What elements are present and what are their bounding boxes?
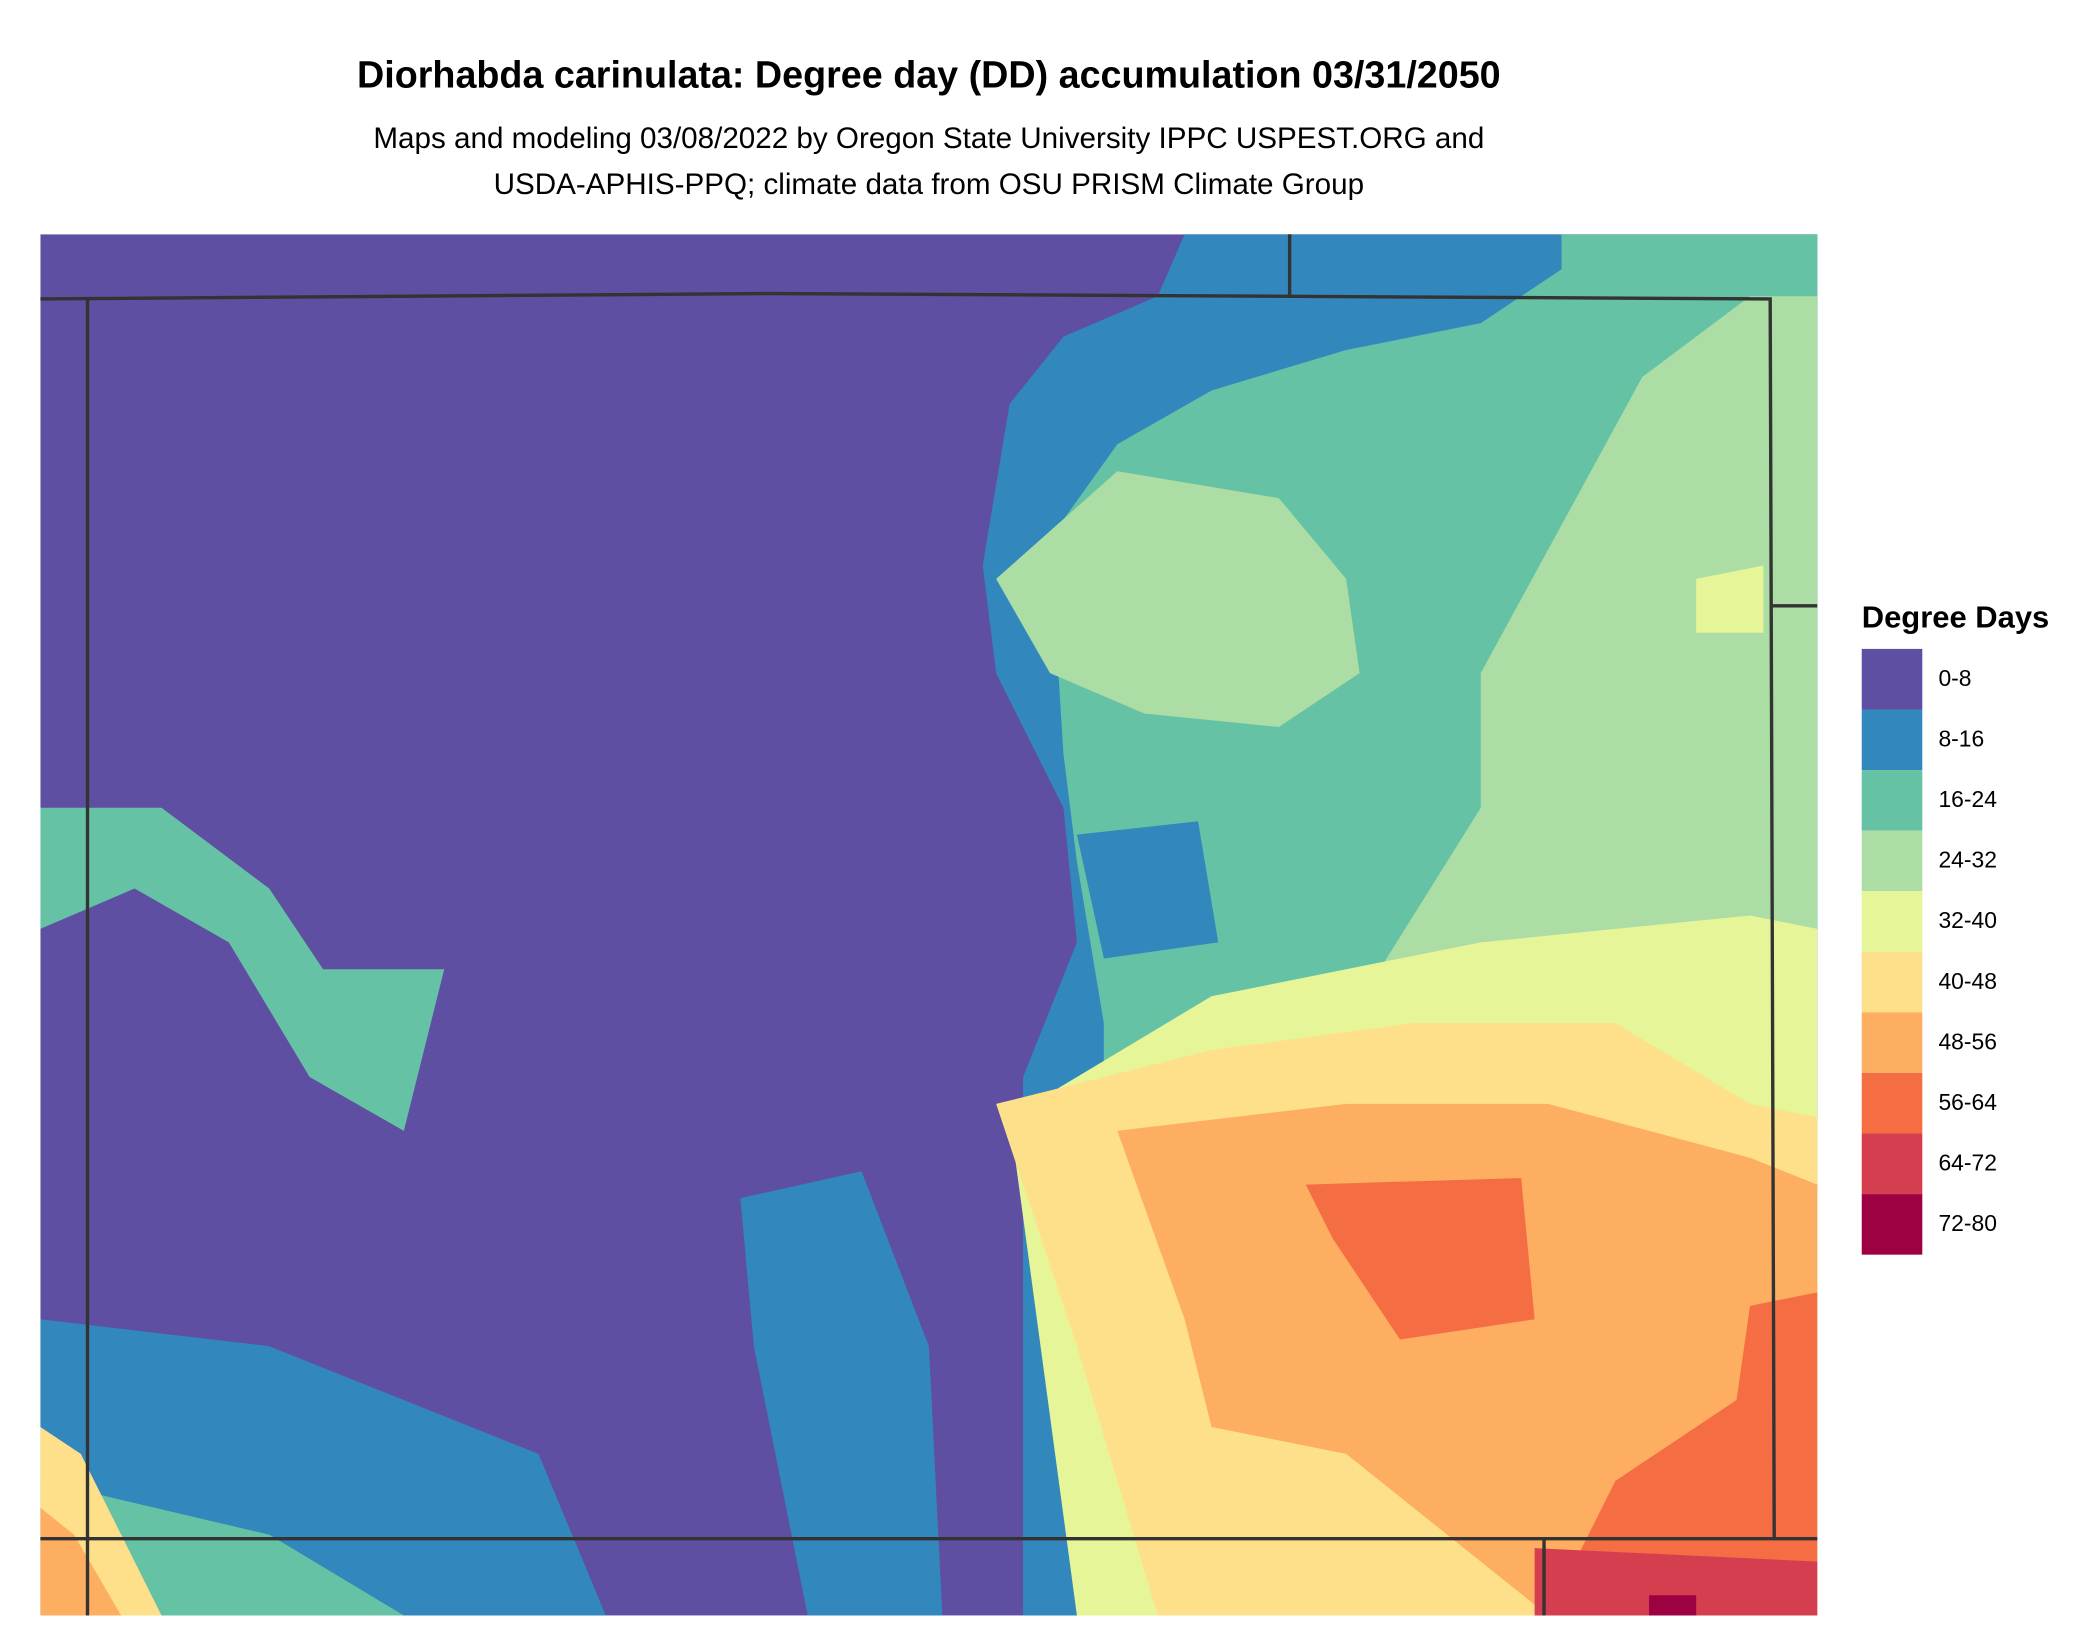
legend-swatch [1861,1012,1923,1073]
map [40,234,1818,1616]
region [1649,1595,1697,1616]
subtitle-line: USDA-APHIS-PPQ; climate data from OSU PR… [494,168,1364,201]
legend-label: 16-24 [1938,786,1997,812]
legend-label: 40-48 [1938,968,1997,994]
legend-swatch [1861,1133,1923,1195]
legend-label: 56-64 [1938,1089,1997,1115]
legend-swatch [1861,891,1923,952]
legend-label: 24-32 [1938,847,1997,873]
region [1548,1292,1818,1616]
legend-swatch [1861,770,1923,831]
state-borders [40,234,1818,1616]
legend-swatch [1861,648,1923,710]
legend-label: 48-56 [1938,1028,1997,1054]
legend: Degree Days 0-8 8-16 16-24 24-32 32-40 40-48 4… [1861,599,2050,1255]
region [1696,565,1764,633]
region [1305,1177,1535,1340]
subtitle-line: Maps and modeling 03/08/2022 by Oregon S… [373,122,1484,155]
legend-label: 32-40 [1938,907,1997,933]
legend-swatch [1861,951,1923,1013]
title: Diorhabda carinulata: Degree day (DD) ac… [357,54,1501,96]
region [996,471,1360,727]
region [1534,1548,1818,1616]
legend-swatch [1861,1072,1923,1134]
legend-label: 8-16 [1938,725,1984,751]
region [40,1507,122,1616]
legend-swatch [1861,830,1923,892]
legend-swatch [1861,709,1923,771]
legend-label: 64-72 [1938,1150,1997,1176]
legend-swatch [1861,1194,1923,1255]
legend-label: 0-8 [1938,665,1971,691]
region [1076,821,1219,959]
region [40,807,445,1131]
legend-label: 72-80 [1938,1210,1997,1236]
legend-title: Degree Days [1862,599,2050,634]
region [740,1171,943,1616]
